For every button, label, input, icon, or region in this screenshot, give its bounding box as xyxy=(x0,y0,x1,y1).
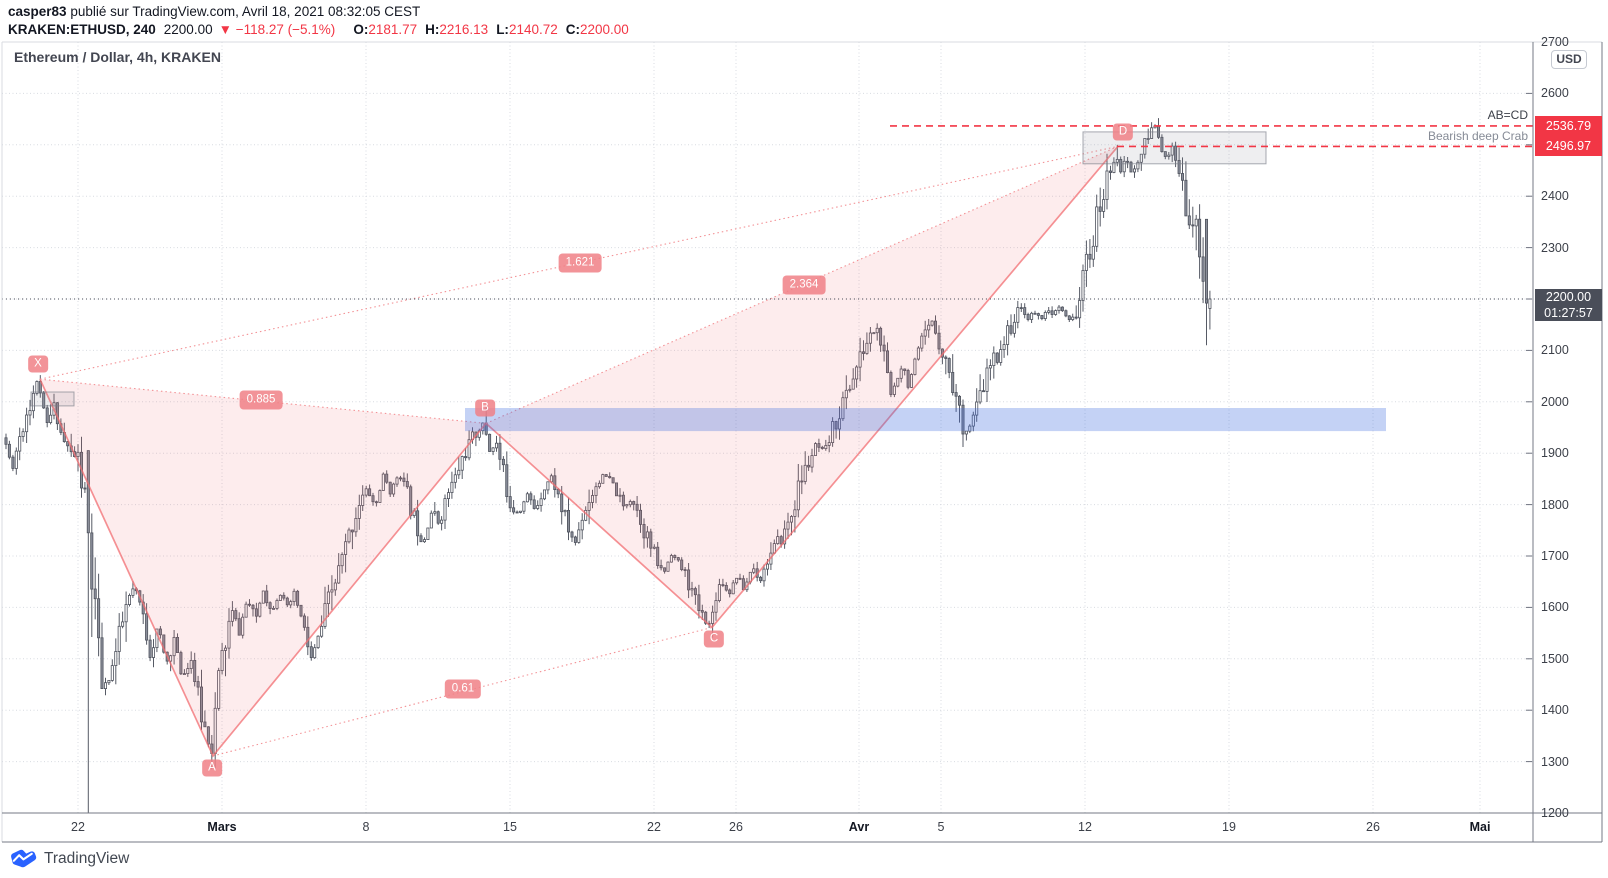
zone-box xyxy=(1082,131,1267,165)
grid-lines xyxy=(2,41,1533,814)
currency-unit-button[interactable]: USD xyxy=(1551,50,1587,69)
price-tick-label: 1800 xyxy=(1541,497,1569,512)
publish-info: publié sur TradingView.com, Avril 18, 20… xyxy=(66,4,421,19)
price-tick-label: 1900 xyxy=(1541,446,1569,461)
level-annotation-text[interactable]: Bearish deep Crab xyxy=(1427,129,1528,143)
price-tick-label: 1700 xyxy=(1541,549,1569,563)
ohlc-label: L: xyxy=(496,22,509,37)
ohlc-label: C: xyxy=(565,22,580,37)
down-arrow-icon: ▼ xyxy=(218,22,232,37)
author-name: casper83 xyxy=(8,4,67,19)
axis-ticks xyxy=(1526,41,1532,814)
bar-countdown: 01:27:57 xyxy=(1544,306,1593,320)
tradingview-logo-text: TradingView xyxy=(44,849,130,867)
pattern-ratio-label[interactable]: 0.885 xyxy=(239,390,283,410)
symbol-name: KRAKEN:ETHUSD, 240 xyxy=(8,22,156,37)
level-price-badge: 2536.79 xyxy=(1535,115,1602,136)
time-tick-label: 5 xyxy=(937,820,945,834)
time-tick-label: 15 xyxy=(503,820,517,834)
pattern-point-label-x[interactable]: X xyxy=(28,355,48,373)
ohlc-value: 2200.00 xyxy=(580,22,629,37)
candles xyxy=(4,118,1212,813)
price-tick-label: 2100 xyxy=(1541,343,1569,358)
symbol-status-line: KRAKEN:ETHUSD, 240 2200.00 ▼ −118.27 (−5.1… xyxy=(8,22,629,37)
price-change: −118.27 (−5.1%) xyxy=(235,22,336,37)
price-tick-label: 2400 xyxy=(1541,189,1569,204)
pattern-point-label-b[interactable]: B xyxy=(475,399,495,417)
price-tick-label: 1600 xyxy=(1541,600,1569,615)
pattern-ratio-label[interactable]: 0.61 xyxy=(444,679,482,699)
support-zone xyxy=(465,408,1386,432)
time-tick-label: Mars xyxy=(207,820,237,834)
harmonic-pattern xyxy=(39,145,1119,758)
tradingview-logo[interactable]: TradingView xyxy=(10,849,129,868)
pattern-point-label-a[interactable]: A xyxy=(202,759,222,777)
time-tick-label: 12 xyxy=(1078,820,1092,834)
ohlc-value: 2140.72 xyxy=(508,22,558,37)
tradingview-logo-icon xyxy=(11,849,37,868)
ohlc-value: 2216.13 xyxy=(439,22,489,37)
level-price-badge: 2496.97 xyxy=(1535,136,1602,157)
price-tick-label: 2700 xyxy=(1541,35,1569,49)
time-tick-label: 19 xyxy=(1222,820,1236,834)
price-tick-label: 1500 xyxy=(1541,651,1569,666)
chart-legend-title: Ethereum / Dollar, 4h, KRAKEN xyxy=(14,49,221,65)
current-price-label: 2200.00 01:27:57 xyxy=(1535,289,1602,321)
time-tick-label: 8 xyxy=(362,820,370,834)
ohlc-label: H: xyxy=(425,22,440,37)
current-price-value: 2200.00 xyxy=(1545,290,1592,304)
time-tick-label: Avr xyxy=(848,820,870,834)
pattern-ratio-label[interactable]: 2.364 xyxy=(782,275,826,295)
pattern-ratio-label[interactable]: 1.621 xyxy=(558,253,602,273)
price-tick-label: 2600 xyxy=(1541,86,1569,101)
level-annotation-text[interactable]: AB=CD xyxy=(1487,108,1528,122)
price-tick-label: 2000 xyxy=(1541,394,1569,409)
ohlc-label: O: xyxy=(353,22,369,37)
price-tick-label: 1300 xyxy=(1541,754,1569,769)
price-tick-label: 2300 xyxy=(1541,240,1569,255)
pattern-point-label-d[interactable]: D xyxy=(1112,123,1134,141)
last-price: 2200.00 xyxy=(163,22,213,37)
publish-header: casper83 publié sur TradingView.com, Avr… xyxy=(8,4,420,19)
price-tick-label: 1400 xyxy=(1541,703,1569,718)
time-tick-label: 26 xyxy=(1366,820,1380,834)
ohlc-values: O:2181.77 H:2216.13 L:2140.72 C:2200.00 xyxy=(345,22,629,37)
time-tick-label: 22 xyxy=(71,820,85,834)
time-tick-label: Mai xyxy=(1469,820,1491,834)
panel-borders xyxy=(1,41,1603,843)
time-tick-label: 26 xyxy=(729,820,743,834)
ohlc-value: 2181.77 xyxy=(368,22,418,37)
zone-box xyxy=(30,391,75,407)
pattern-point-label-c[interactable]: C xyxy=(703,630,725,648)
price-tick-label: 1200 xyxy=(1541,806,1569,820)
time-tick-label: 22 xyxy=(647,820,661,834)
